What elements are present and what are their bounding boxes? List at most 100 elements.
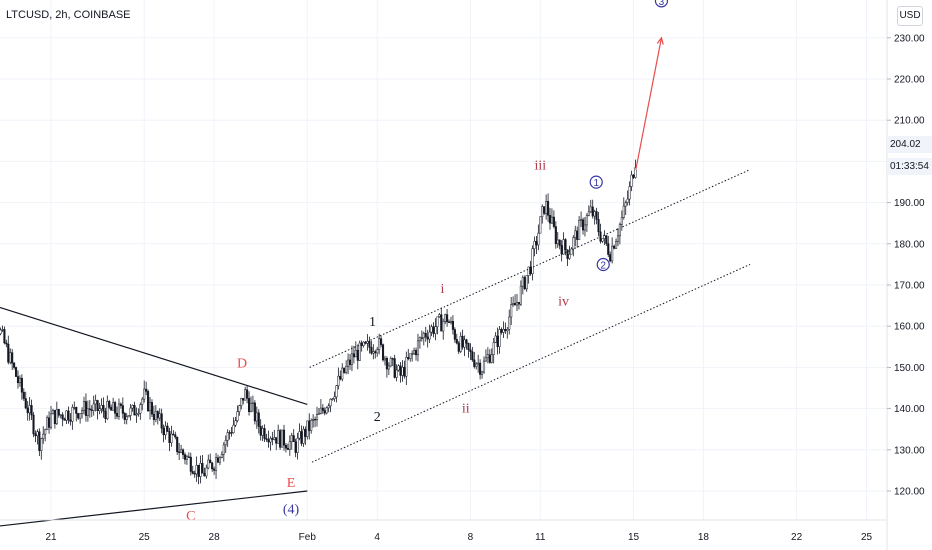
candle-body: [115, 412, 119, 417]
candle-body: [389, 358, 392, 367]
candle-body: [461, 335, 464, 348]
candle-body: [405, 357, 408, 377]
candle-body: [88, 408, 91, 410]
candle-body: [67, 410, 70, 421]
candle-body: [119, 403, 122, 406]
candle-body: [195, 464, 198, 475]
candle-body: [397, 365, 400, 371]
wave-label-circle: [654, 0, 669, 8]
candle-body: [564, 239, 567, 251]
candle-body: [333, 396, 336, 400]
candle-body: [370, 347, 373, 354]
candle-body: [613, 245, 616, 249]
time-axis: 21 25 28 Feb 4 8 11 15 18 22 25: [45, 532, 872, 543]
candle-body: [387, 365, 390, 370]
candle-body: [523, 277, 526, 290]
candle-body: [492, 342, 495, 355]
candle-body: [354, 349, 357, 358]
candle-body: [568, 253, 571, 259]
candle-body: [447, 321, 451, 323]
candle-body: [267, 439, 270, 443]
projection-arrow: [635, 36, 664, 170]
candle-body: [399, 365, 402, 376]
candle-body: [5, 342, 8, 345]
wave-label: iv: [558, 295, 569, 310]
candle-body: [321, 407, 324, 411]
candle-body: [156, 411, 159, 419]
candle-body: [81, 410, 84, 414]
candle-body: [90, 409, 93, 411]
candle-body: [512, 303, 515, 305]
candle-body: [154, 411, 157, 420]
candle-body: [314, 418, 317, 421]
wave-label: (4): [283, 503, 300, 518]
price-tick-label: 130.00: [894, 445, 925, 456]
candle-body: [585, 215, 588, 226]
candle-body: [502, 329, 505, 333]
candle-body: [251, 402, 254, 404]
candle-body: [308, 420, 311, 431]
time-tick-label: 8: [468, 532, 474, 543]
candlestick-series: [0, 159, 637, 485]
candle-body: [271, 438, 274, 440]
candle-body: [632, 174, 635, 178]
candle-body: [143, 388, 146, 400]
candle-body: [463, 339, 466, 348]
candle-body: [79, 413, 82, 419]
candle-body: [319, 407, 322, 414]
candle-body: [529, 266, 532, 275]
candle-body: [622, 205, 625, 218]
candle-body: [30, 405, 33, 416]
symbol-title[interactable]: LTCUSD, 2h, COINBASE: [6, 9, 131, 21]
candle-body: [44, 429, 47, 435]
candle-body: [482, 360, 486, 373]
candle-body: [302, 428, 305, 444]
candle-body: [46, 417, 49, 431]
candle-body: [86, 408, 89, 416]
candle-body: [430, 326, 433, 333]
candle-body: [294, 441, 297, 453]
candle-body: [98, 408, 101, 411]
candle-body: [570, 248, 573, 255]
candle-body: [510, 304, 513, 318]
candle-body: [339, 375, 342, 380]
candle-body: [69, 419, 72, 422]
time-tick-label: 28: [209, 532, 221, 543]
candle-body: [216, 457, 220, 463]
price-tick-label: 170.00: [894, 281, 925, 292]
candle-body: [317, 413, 320, 415]
countdown-label: 01:33:54: [887, 158, 932, 175]
candle-body: [440, 314, 443, 332]
candle-body: [9, 352, 12, 363]
candle-body: [413, 350, 416, 354]
candle-body: [218, 457, 221, 463]
candle-body: [189, 456, 192, 472]
candle-body: [141, 398, 144, 405]
candle-body: [253, 402, 256, 422]
candle-body: [580, 219, 583, 221]
candle-body: [32, 414, 35, 435]
candle-body: [286, 447, 289, 450]
candle-body: [53, 410, 56, 424]
candle-body: [48, 417, 51, 428]
candle-body: [628, 186, 631, 200]
candle-body: [147, 391, 150, 412]
wave-label: 2: [374, 410, 381, 425]
wave-label: 2: [600, 261, 606, 272]
candle-body: [288, 441, 291, 450]
candle-body: [393, 358, 396, 378]
candle-body: [96, 400, 99, 411]
candle-body: [40, 438, 43, 451]
candle-body: [335, 385, 338, 398]
candle-body: [535, 241, 538, 246]
candle-body: [595, 211, 598, 220]
candle-body: [228, 432, 231, 434]
candle-body: [424, 332, 427, 338]
candle-body: [160, 413, 163, 429]
candle-body: [214, 457, 218, 471]
candle-body: [65, 410, 68, 421]
price-tick-label: 120.00: [894, 487, 925, 498]
currency-button[interactable]: USD: [897, 6, 923, 26]
candle-body: [444, 314, 447, 322]
